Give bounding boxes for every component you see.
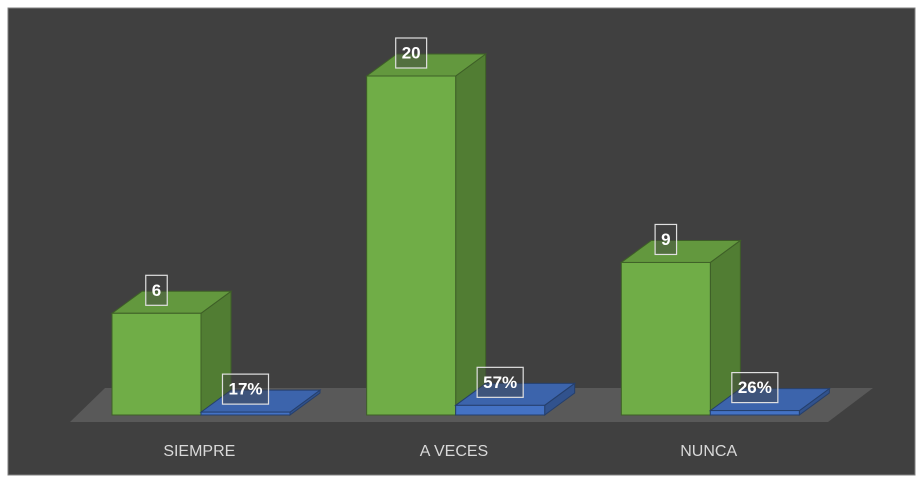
bar xyxy=(111,312,202,416)
data-label-box xyxy=(221,373,270,405)
bar xyxy=(455,404,546,416)
data-label-box xyxy=(145,274,168,306)
data-label-box xyxy=(476,366,524,398)
data-label: 57% xyxy=(483,373,517,392)
bar xyxy=(709,410,800,416)
data-label: 9 xyxy=(661,230,670,249)
data-label: 17% xyxy=(228,380,262,399)
data-label-box xyxy=(731,371,779,404)
data-label: 6 xyxy=(152,281,161,300)
data-label-box xyxy=(654,223,678,256)
bar xyxy=(366,75,457,416)
data-label: 26% xyxy=(738,378,772,397)
x-tick-label: NUNCA xyxy=(680,443,737,460)
data-label: 20 xyxy=(402,43,421,62)
bar xyxy=(200,411,291,416)
data-label-box xyxy=(395,37,428,69)
x-tick-label: A VECES xyxy=(420,443,488,460)
bar xyxy=(620,261,711,416)
x-tick-label: SIEMPRE xyxy=(163,443,235,460)
bar-side xyxy=(455,53,487,416)
